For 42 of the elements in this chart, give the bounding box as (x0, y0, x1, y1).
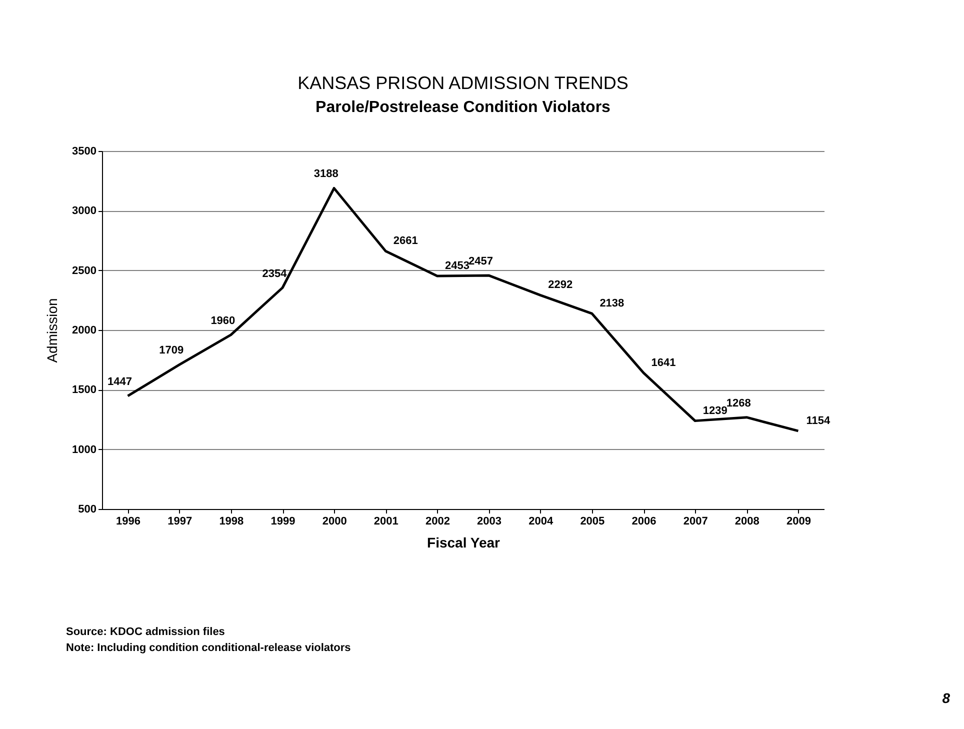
y-tick-label: 1000 (72, 444, 96, 456)
x-tick-label: 2004 (528, 516, 554, 528)
data-label: 2292 (548, 279, 573, 292)
data-label: 1447 (108, 376, 132, 388)
data-label: 2457 (468, 255, 494, 268)
x-tick-label: 2005 (580, 516, 605, 528)
y-tick-label: 1500 (72, 384, 96, 396)
x-axis-title: Fiscal Year (427, 534, 501, 550)
data-label: 1154 (806, 414, 832, 427)
x-tick-label: 2002 (425, 516, 450, 528)
data-label: 3188 (314, 168, 338, 180)
x-tick-label: 1999 (270, 516, 296, 528)
source-note: Source: KDOC admission files (66, 625, 226, 640)
x-tick-label: 1998 (219, 516, 244, 528)
data-label: 1268 (726, 397, 751, 410)
x-tick-label: 2003 (477, 516, 502, 528)
data-label: 2661 (393, 235, 418, 248)
y-tick-label: 3000 (72, 205, 96, 218)
data-label: 1239 (702, 404, 728, 417)
x-tick-label: 2000 (322, 516, 347, 528)
y-tick-label: 2500 (72, 264, 96, 277)
data-label: 2354 (262, 268, 288, 280)
x-tick-label: 2001 (374, 516, 398, 528)
data-label: 1709 (159, 344, 184, 357)
y-tick-label: 3500 (72, 146, 96, 158)
data-label: 1960 (210, 314, 236, 327)
text: Note: Including condition conditional-release violators (66, 641, 351, 656)
y-axis-title: Admission (44, 298, 60, 363)
data-label: 2138 (600, 298, 624, 310)
y-tick-label: 500 (78, 504, 96, 516)
x-tick-label: 1997 (168, 516, 192, 528)
x-tick-label: 2007 (683, 516, 708, 528)
data-label: 1641 (651, 356, 676, 369)
x-tick-label: 2008 (734, 516, 760, 528)
chart-title: KANSAS PRISON ADMISSION TRENDS (298, 73, 628, 93)
chart-subtitle: Parole/Postrelease Condition Violators (316, 99, 611, 116)
data-label: 2453 (444, 260, 470, 272)
x-tick-label: 2006 (632, 516, 656, 528)
text: 8 (942, 690, 950, 706)
x-tick-label: 1996 (116, 516, 141, 528)
y-tick-label: 2000 (72, 324, 96, 336)
x-tick-label: 2009 (786, 516, 811, 528)
